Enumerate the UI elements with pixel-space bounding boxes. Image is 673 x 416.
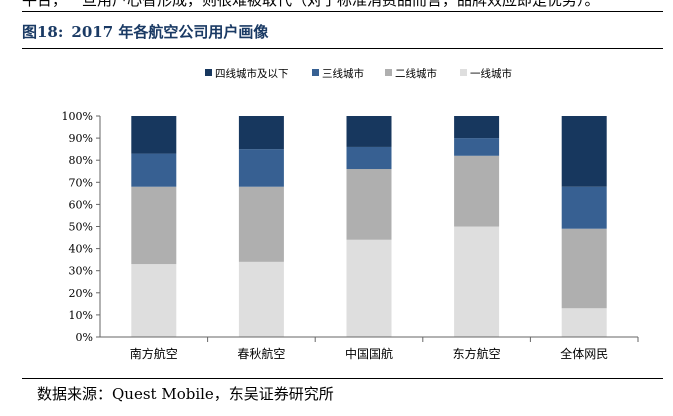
source-note: 数据来源：Quest Mobile，东吴证券研究所 (37, 385, 334, 403)
legend-item: 三线城市 (312, 67, 364, 80)
bottom-rule (22, 378, 663, 379)
legend-item: 一线城市 (460, 67, 512, 80)
x-tick-label: 中国国航 (345, 346, 393, 361)
y-tick-label: 30% (69, 265, 93, 278)
legend-label: 三线城市 (322, 67, 364, 80)
y-tick-label: 0% (76, 331, 93, 344)
legend-swatch (460, 69, 467, 76)
x-tick-label: 春秋航空 (237, 346, 285, 361)
y-tick-label: 100% (62, 110, 93, 123)
y-tick-label: 80% (69, 154, 93, 167)
bar-segment-三线城市-南方航空 (131, 153, 177, 187)
y-tick-label: 50% (69, 221, 93, 234)
bar-segment-二线城市-中国国航 (346, 169, 392, 240)
bar-segment-三线城市-春秋航空 (238, 149, 284, 187)
y-tick-label: 60% (69, 198, 93, 211)
legend-swatch (385, 69, 392, 76)
bar-segment-一线城市-南方航空 (131, 264, 177, 337)
y-tick-label: 70% (69, 176, 93, 189)
y-tick-label: 10% (69, 309, 93, 322)
bar-segment-一线城市-东方航空 (454, 226, 500, 337)
legend-item: 二线城市 (385, 67, 437, 80)
bar-segment-四线城市及以下-全体网民 (561, 116, 607, 187)
bars-group (131, 116, 607, 337)
legend-item: 四线城市及以下 (205, 67, 289, 80)
y-axis: 0% 10% 20% 30% 40% 50% 60% 70% 80% 90% 100% (62, 110, 101, 344)
y-tick-label: 20% (69, 287, 93, 300)
bar-segment-四线城市及以下-南方航空 (131, 116, 177, 154)
bar-segment-二线城市-全体网民 (561, 228, 607, 309)
bar-segment-四线城市及以下-中国国航 (346, 116, 392, 147)
x-axis: 南方航空 春秋航空 中国国航 东方航空 全体网民 (100, 336, 639, 361)
body-text-fragment: 平台，一旦用户心智形成，则很难被取代（对于标准消费品而言，品牌效应即是优势）。 (22, 0, 600, 9)
title-rule (22, 48, 663, 49)
bar-segment-三线城市-中国国航 (346, 146, 392, 170)
legend-label: 二线城市 (395, 67, 437, 80)
bar-segment-一线城市-中国国航 (346, 239, 392, 337)
bar-segment-三线城市-全体网民 (561, 186, 607, 229)
x-tick-label: 全体网民 (560, 346, 608, 361)
legend-label: 四线城市及以下 (215, 67, 289, 80)
bar-segment-二线城市-南方航空 (131, 186, 177, 265)
stacked-bar-chart: 四线城市及以下 三线城市 二线城市 一线城市 0% 10% 20% 30% 40% 50% 60%… (62, 67, 639, 361)
legend-swatch (205, 69, 212, 76)
figure-title: 图18: 2017 年各航空公司用户画像 (22, 22, 268, 42)
figure-title-text: 2017 年各航空公司用户画像 (71, 23, 269, 41)
chart-legend: 四线城市及以下 三线城市 二线城市 一线城市 (205, 67, 512, 80)
x-tick-label: 东方航空 (453, 346, 501, 361)
figure-label: 图18: (22, 23, 64, 41)
legend-swatch (312, 69, 319, 76)
bar-segment-一线城市-春秋航空 (238, 261, 284, 337)
top-rule (22, 11, 663, 12)
x-tick-label: 南方航空 (130, 346, 178, 361)
bar-segment-一线城市-全体网民 (561, 308, 607, 337)
bar-segment-三线城市-东方航空 (454, 138, 500, 156)
y-tick-label: 40% (69, 243, 93, 256)
y-tick-label: 90% (69, 132, 93, 145)
bar-segment-二线城市-春秋航空 (238, 186, 284, 262)
legend-label: 一线城市 (470, 67, 512, 80)
bar-segment-二线城市-东方航空 (454, 155, 500, 227)
bar-segment-四线城市及以下-东方航空 (454, 116, 500, 139)
bar-segment-四线城市及以下-春秋航空 (238, 116, 284, 150)
